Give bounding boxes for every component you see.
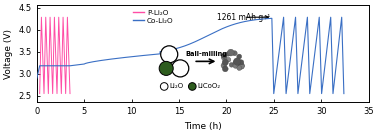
X-axis label: Time (h): Time (h) (184, 122, 222, 131)
Y-axis label: Voltage (V): Voltage (V) (4, 29, 13, 79)
Text: 1261 mAh g⁻¹: 1261 mAh g⁻¹ (217, 13, 270, 22)
Legend: P-Li₂O, Co-Li₂O: P-Li₂O, Co-Li₂O (133, 10, 174, 24)
